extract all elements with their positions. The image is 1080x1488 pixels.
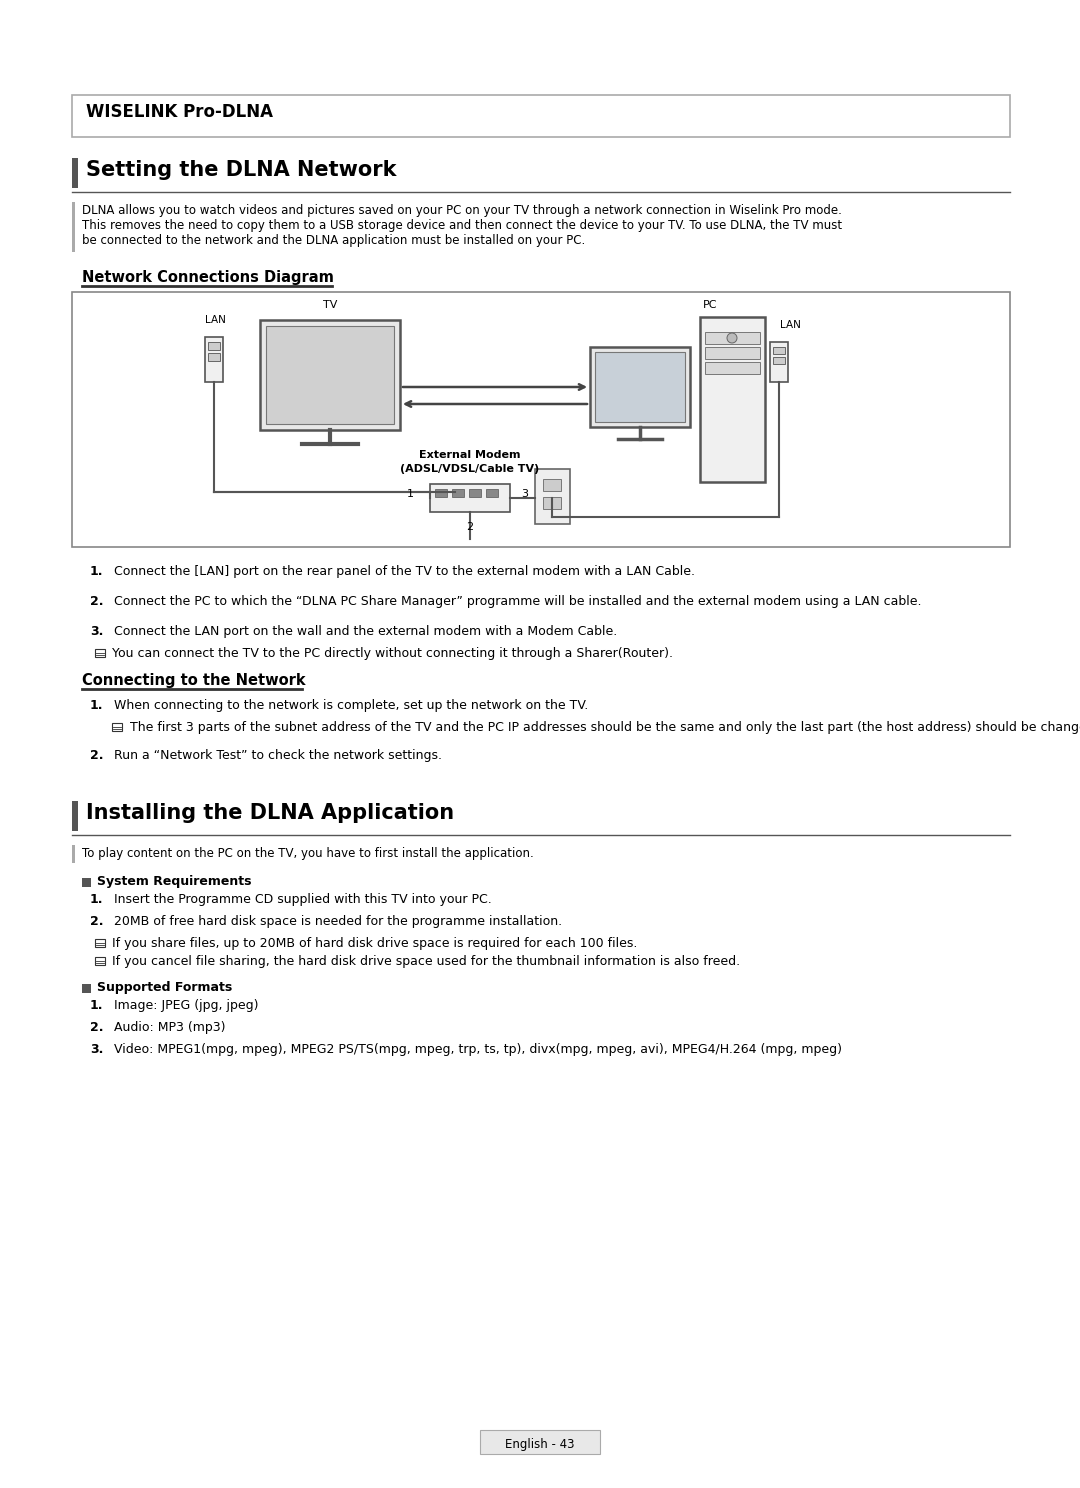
Text: Setting the DLNA Network: Setting the DLNA Network — [86, 161, 396, 180]
Bar — [590, 347, 690, 427]
Bar — [72, 158, 78, 187]
Text: When connecting to the network is complete, set up the network on the TV.: When connecting to the network is comple… — [114, 699, 589, 711]
Bar — [773, 347, 785, 354]
Text: 1.: 1. — [90, 565, 104, 577]
Bar — [705, 347, 760, 359]
Text: 2.: 2. — [90, 748, 104, 762]
Bar — [112, 723, 122, 731]
Text: Connect the LAN port on the wall and the external modem with a Modem Cable.: Connect the LAN port on the wall and the… — [114, 625, 618, 638]
Bar — [205, 336, 222, 382]
Text: 1.: 1. — [90, 998, 104, 1012]
Text: Connecting to the Network: Connecting to the Network — [82, 673, 306, 687]
Text: 1: 1 — [406, 490, 414, 498]
Bar — [72, 95, 1010, 137]
Bar — [480, 1430, 600, 1454]
Text: If you cancel file sharing, the hard disk drive space used for the thumbnail inf: If you cancel file sharing, the hard dis… — [112, 955, 740, 969]
Text: You can connect the TV to the PC directly without connecting it through a Sharer: You can connect the TV to the PC directl… — [112, 647, 673, 661]
Bar — [469, 490, 481, 497]
Text: 20MB of free hard disk space is needed for the programme installation.: 20MB of free hard disk space is needed f… — [114, 915, 562, 929]
Bar — [543, 497, 561, 509]
Text: Image: JPEG (jpg, jpeg): Image: JPEG (jpg, jpeg) — [114, 998, 258, 1012]
Text: Insert the Programme CD supplied with this TV into your PC.: Insert the Programme CD supplied with th… — [114, 893, 491, 906]
Bar — [72, 845, 75, 863]
Bar — [773, 357, 785, 365]
Bar — [543, 479, 561, 491]
Bar — [705, 362, 760, 373]
Bar — [72, 202, 75, 251]
Bar — [595, 353, 685, 423]
Text: English - 43: English - 43 — [505, 1437, 575, 1451]
Text: Connect the PC to which the “DLNA PC Share Manager” programme will be installed : Connect the PC to which the “DLNA PC Sha… — [114, 595, 921, 609]
Text: 2.: 2. — [90, 1021, 104, 1034]
Bar — [208, 342, 220, 350]
Bar — [72, 801, 78, 830]
Text: The first 3 parts of the subnet address of the TV and the PC IP addresses should: The first 3 parts of the subnet address … — [130, 722, 1080, 734]
Text: If you share files, up to 20MB of hard disk drive space is required for each 100: If you share files, up to 20MB of hard d… — [112, 937, 637, 949]
Bar — [435, 490, 447, 497]
Bar — [453, 490, 464, 497]
Bar — [208, 353, 220, 362]
Circle shape — [727, 333, 737, 344]
Text: 2: 2 — [467, 522, 473, 533]
Text: Network Connections Diagram: Network Connections Diagram — [82, 269, 334, 286]
Text: To play content on the PC on the TV, you have to first install the application.: To play content on the PC on the TV, you… — [82, 847, 534, 860]
Text: Supported Formats: Supported Formats — [97, 981, 232, 994]
Text: 1.: 1. — [90, 893, 104, 906]
Text: TV: TV — [323, 301, 337, 310]
Bar — [266, 326, 394, 424]
Bar — [82, 878, 91, 887]
Text: DLNA allows you to watch videos and pictures saved on your PC on your TV through: DLNA allows you to watch videos and pict… — [82, 204, 842, 247]
Bar — [260, 320, 400, 430]
Text: External Modem: External Modem — [419, 449, 521, 460]
Bar — [95, 649, 105, 658]
Text: 3: 3 — [522, 490, 528, 498]
Bar — [95, 957, 105, 966]
Text: LAN: LAN — [204, 315, 226, 324]
Bar — [535, 469, 570, 524]
Text: PC: PC — [703, 301, 717, 310]
Text: 3.: 3. — [90, 1043, 104, 1056]
Text: Installing the DLNA Application: Installing the DLNA Application — [86, 804, 454, 823]
Bar — [430, 484, 510, 512]
Bar — [486, 490, 498, 497]
Bar — [705, 332, 760, 344]
Text: 2.: 2. — [90, 915, 104, 929]
Bar — [95, 939, 105, 946]
Text: Video: MPEG1(mpg, mpeg), MPEG2 PS/TS(mpg, mpeg, trp, ts, tp), divx(mpg, mpeg, av: Video: MPEG1(mpg, mpeg), MPEG2 PS/TS(mpg… — [114, 1043, 842, 1056]
Text: WISELINK Pro-DLNA: WISELINK Pro-DLNA — [86, 103, 273, 121]
Bar — [72, 292, 1010, 548]
Bar — [770, 342, 788, 382]
Text: (ADSL/VDSL/Cable TV): (ADSL/VDSL/Cable TV) — [401, 464, 540, 475]
Text: Connect the [LAN] port on the rear panel of the TV to the external modem with a : Connect the [LAN] port on the rear panel… — [114, 565, 696, 577]
Bar — [82, 984, 91, 992]
Text: Audio: MP3 (mp3): Audio: MP3 (mp3) — [114, 1021, 226, 1034]
Text: LAN: LAN — [780, 320, 800, 330]
Text: 1.: 1. — [90, 699, 104, 711]
Text: 2.: 2. — [90, 595, 104, 609]
Text: Run a “Network Test” to check the network settings.: Run a “Network Test” to check the networ… — [114, 748, 442, 762]
Bar — [700, 317, 765, 482]
Text: 3.: 3. — [90, 625, 104, 638]
Text: System Requirements: System Requirements — [97, 875, 252, 888]
